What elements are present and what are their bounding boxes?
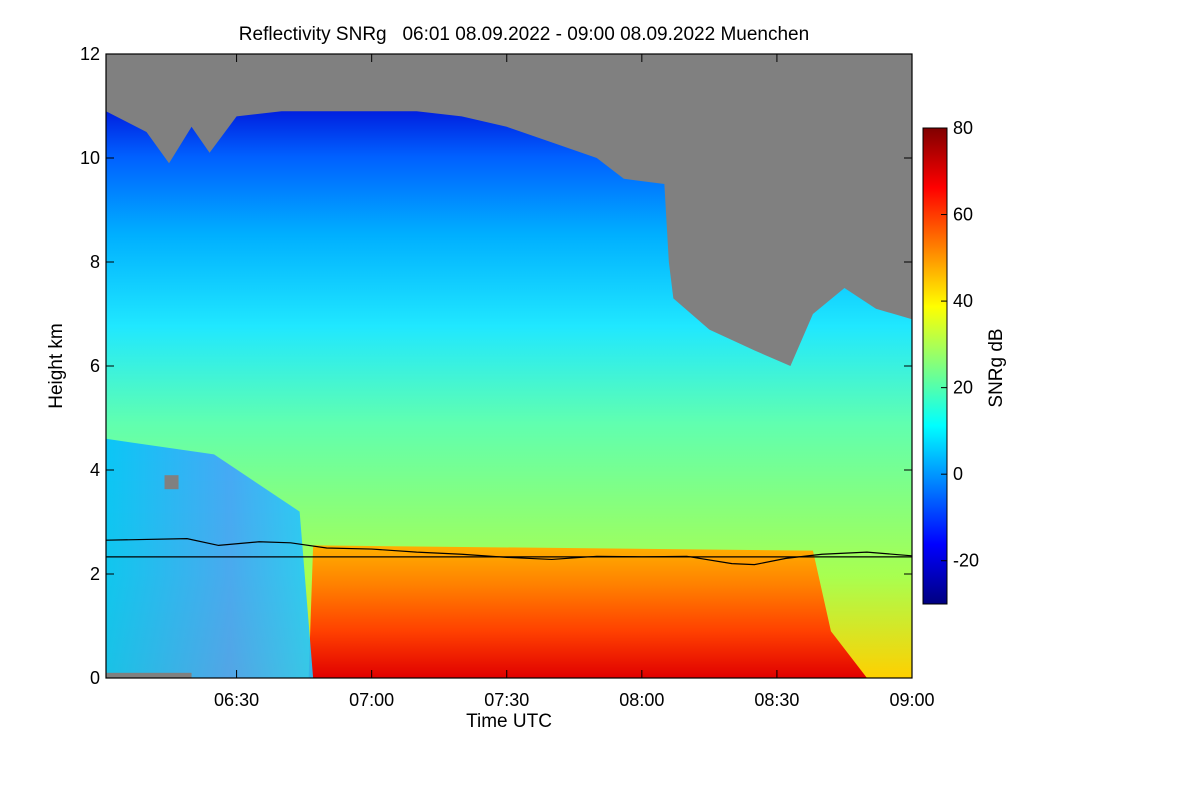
y-axis-title: Height km	[46, 323, 67, 409]
colorbar	[922, 127, 948, 605]
cloud-echo	[106, 111, 912, 678]
y-axis: 0 2 4 6 8 10 12	[80, 44, 912, 688]
y-tick-label: 0	[90, 668, 100, 688]
y-tick-label: 8	[90, 252, 100, 272]
x-tick-label: 08:00	[619, 690, 664, 710]
x-tick-label: 09:00	[889, 690, 934, 710]
y-tick-label: 2	[90, 564, 100, 584]
y-tick-label: 12	[80, 44, 100, 64]
x-tick-label: 07:00	[349, 690, 394, 710]
chart-title: Reflectivity SNRg 06:01 08.09.2022 - 09:…	[239, 24, 809, 45]
colorbar-tick-label: 0	[953, 464, 963, 484]
colorbar-title: SNRg dB	[986, 328, 1007, 407]
x-axis-title: Time UTC	[466, 711, 552, 732]
colorbar-ticks: -20 0 20 40 60 80	[941, 118, 979, 571]
x-tick-label: 06:30	[214, 690, 259, 710]
line-series-0	[106, 538, 912, 566]
colorbar-tick-label: -20	[953, 551, 979, 571]
x-axis: 06:30 07:00 07:30 08:00 08:30 09:00	[214, 54, 935, 710]
colorbar-tick-label: 40	[953, 291, 973, 311]
y-tick-label: 6	[90, 356, 100, 376]
reflectivity-field	[106, 54, 912, 678]
x-tick-label: 07:30	[484, 690, 529, 710]
colorbar-tick-label: 20	[953, 378, 973, 398]
early-low-echo	[106, 438, 314, 678]
no-signal-ground	[106, 672, 192, 678]
y-tick-label: 10	[80, 148, 100, 168]
y-tick-label: 4	[90, 460, 100, 480]
colorbar-tick-label: 60	[953, 205, 973, 225]
no-signal-patch	[164, 475, 179, 490]
x-tick-label: 08:30	[754, 690, 799, 710]
rain-region	[308, 545, 867, 678]
melting-layer-lines	[106, 538, 912, 566]
colorbar-tick-label: 80	[953, 118, 973, 138]
